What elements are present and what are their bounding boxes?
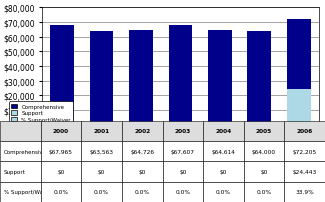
Bar [208,31,232,125]
Bar [247,32,271,125]
Bar [287,89,311,125]
Legend: Comprehensive, Support, % Support/Waiver: Comprehensive, Support, % Support/Waiver [9,102,73,125]
Bar [287,20,311,125]
Bar [169,26,192,125]
Bar [90,32,113,125]
Bar [50,26,74,125]
Bar [129,31,153,125]
